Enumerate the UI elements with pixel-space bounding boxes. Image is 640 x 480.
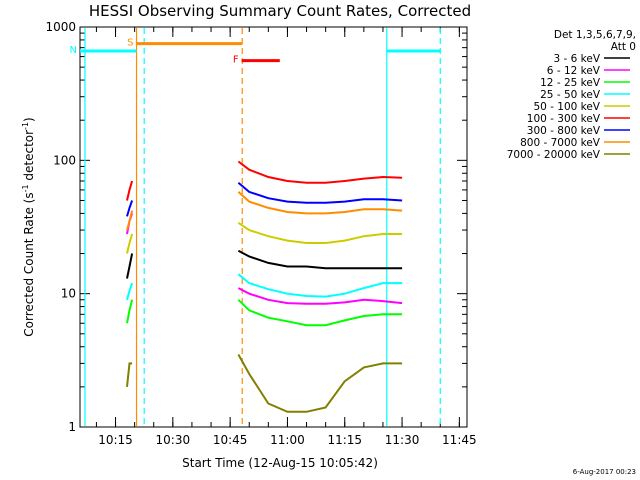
series-line (237, 273, 403, 298)
y-tick-label: 100 (53, 153, 76, 167)
time-markers (84, 28, 441, 426)
y-tick-label: 1000 (45, 20, 76, 34)
series-line (237, 354, 403, 413)
y-label-main: Corrected Count Rate (s (22, 192, 36, 336)
legend-header-2: Att 0 (611, 41, 636, 53)
x-tick-label: 10:15 (98, 433, 133, 447)
legend-label: 100 - 300 keV (527, 113, 601, 125)
legend-label: 50 - 100 keV (533, 101, 600, 113)
y-label-end: ) (22, 117, 36, 122)
flag-label: N (70, 45, 77, 56)
y-label-sup2: -1 (21, 122, 30, 130)
flag-label: S (127, 38, 133, 49)
flag-bars: S F N (70, 38, 441, 66)
chart-title: HESSI Observing Summary Count Rates, Cor… (89, 2, 471, 20)
legend-label: 3 - 6 keV (553, 53, 600, 65)
y-tick-label: 1 (68, 420, 76, 434)
series-line (126, 299, 134, 324)
y-axis-label: Corrected Count Rate (s-1 detector-1) (21, 117, 36, 336)
x-tick-label: 11:30 (385, 433, 420, 447)
y-axis: 1 10 100 1000 (45, 20, 467, 434)
y-label-sup1: -1 (21, 184, 30, 192)
series-line (126, 233, 134, 254)
series-line (237, 249, 403, 270)
legend-label: 300 - 800 keV (527, 125, 601, 137)
x-axis-label: Start Time (12-Aug-15 10:05:42) (182, 456, 378, 470)
series-line (126, 210, 134, 231)
timestamp-stamp: 6-Aug-2017 00:23 (573, 468, 636, 476)
legend-label: 800 - 7000 keV (520, 137, 601, 149)
legend-label: 6 - 12 keV (547, 65, 601, 77)
series-line (237, 299, 403, 327)
series-line (126, 282, 134, 301)
x-tick-label: 10:45 (213, 433, 248, 447)
x-tick-label: 11:45 (442, 433, 477, 447)
series-group (126, 160, 403, 413)
series-line (126, 253, 134, 279)
legend-label: 25 - 50 keV (540, 89, 601, 101)
legend-label: 12 - 25 keV (540, 77, 601, 89)
series-line (237, 221, 403, 244)
series-line (126, 180, 134, 201)
series-line (237, 287, 403, 305)
series-line (126, 200, 134, 217)
y-label-mid: detector (22, 130, 36, 185)
x-tick-label: 10:30 (156, 433, 191, 447)
x-tick-label: 11:00 (270, 433, 305, 447)
x-axis: 10:15 10:30 10:45 11:00 11:15 11:30 11:45 (95, 27, 477, 447)
plot-frame (79, 26, 468, 428)
y-tick-label: 10 (61, 287, 76, 301)
series-line (237, 160, 403, 184)
series-line (237, 181, 403, 204)
legend-header-1: Det 1,3,5,6,7,9, (554, 29, 636, 41)
x-tick-label: 11:15 (327, 433, 362, 447)
flag-label: F (233, 55, 239, 66)
series-line (237, 191, 403, 215)
legend-label: 7000 - 20000 keV (507, 149, 601, 161)
series-line (126, 362, 133, 388)
